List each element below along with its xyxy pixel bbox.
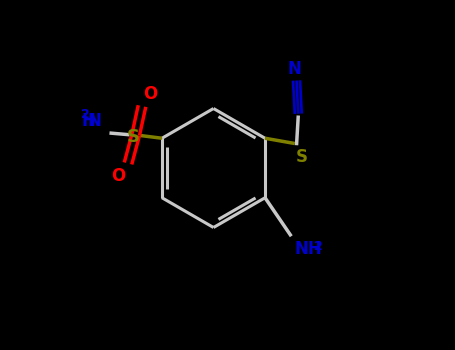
Text: H: H: [81, 112, 96, 130]
Text: O: O: [111, 167, 125, 185]
Text: 2: 2: [81, 108, 90, 121]
Text: 2: 2: [314, 240, 323, 253]
Text: O: O: [143, 85, 158, 103]
Text: NH: NH: [294, 240, 322, 258]
Text: N: N: [288, 60, 302, 78]
Text: N: N: [88, 112, 102, 130]
Text: S: S: [295, 148, 308, 166]
Text: S: S: [126, 127, 139, 146]
